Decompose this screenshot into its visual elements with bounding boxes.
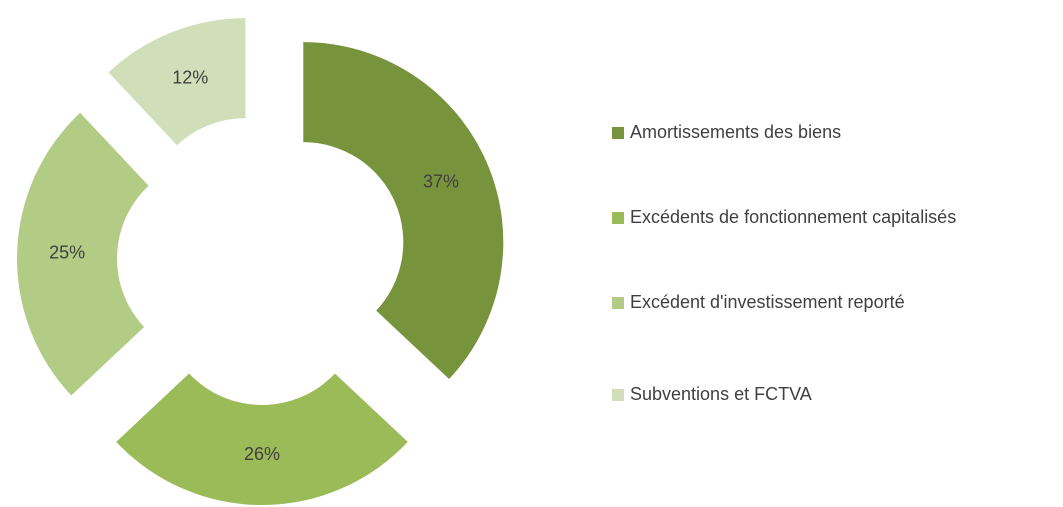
donut-segment — [303, 42, 504, 380]
legend-label: Subventions et FCTVA — [630, 384, 812, 404]
donut-segment — [116, 373, 408, 505]
legend-swatch — [612, 389, 624, 401]
data-label: 25% — [49, 243, 85, 263]
donut-segment — [108, 18, 246, 146]
legend-label: Excédents de fonctionnement capitalisés — [630, 207, 956, 227]
legend-label: Amortissements des biens — [630, 122, 841, 142]
legend-swatch — [612, 212, 624, 224]
data-label: 12% — [172, 67, 208, 87]
data-label: 37% — [423, 171, 459, 191]
data-label: 26% — [244, 444, 280, 464]
legend-swatch — [612, 127, 624, 139]
legend-swatch — [612, 297, 624, 309]
donut-segment — [17, 112, 149, 396]
legend-label: Excédent d'investissement reporté — [630, 292, 905, 312]
